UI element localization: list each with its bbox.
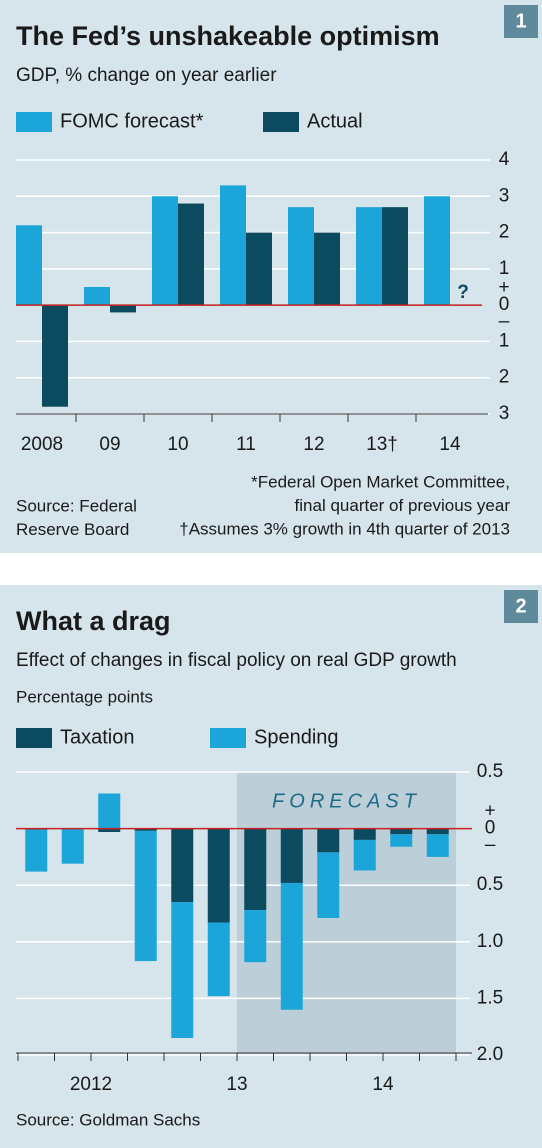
x-tick-label: 14 bbox=[439, 434, 461, 455]
legend-label: Taxation bbox=[60, 726, 135, 748]
unit-label: Percentage points bbox=[16, 687, 153, 706]
bar-segment bbox=[353, 839, 376, 871]
bar bbox=[314, 232, 340, 306]
chart-title: What a drag bbox=[16, 606, 171, 636]
bar-segment bbox=[390, 834, 413, 847]
legend-swatch bbox=[16, 112, 52, 132]
bar bbox=[382, 207, 408, 306]
legend-label: Spending bbox=[254, 726, 339, 748]
bar-segment bbox=[426, 834, 449, 857]
x-tick-label: 13† bbox=[366, 434, 398, 455]
y-tick-label: 0 bbox=[499, 294, 510, 315]
axis-sign: – bbox=[499, 311, 510, 332]
bar bbox=[16, 225, 42, 306]
bar-segment bbox=[244, 828, 267, 911]
legend-swatch bbox=[210, 728, 246, 748]
y-tick-label: 2 bbox=[499, 367, 510, 388]
legend-label: FOMC forecast* bbox=[60, 110, 204, 132]
x-tick-label: 2008 bbox=[21, 434, 63, 455]
chart-title: The Fed’s unshakeable optimism bbox=[16, 21, 440, 51]
bar-segment bbox=[426, 828, 449, 835]
bar-segment bbox=[280, 828, 303, 883]
y-tick-label: 0.5 bbox=[477, 761, 503, 782]
bar-segment bbox=[317, 828, 340, 853]
bar bbox=[84, 287, 110, 306]
footnote: final quarter of previous year bbox=[295, 496, 511, 515]
bar-segment bbox=[98, 793, 121, 829]
y-tick-label: 1 bbox=[499, 258, 510, 279]
axis-sign: + bbox=[498, 277, 509, 298]
bar bbox=[42, 305, 68, 407]
y-tick-label: 0.5 bbox=[477, 874, 503, 895]
y-tick-label: 3 bbox=[499, 185, 510, 206]
y-tick-label: 1.5 bbox=[477, 987, 503, 1008]
chart-subtitle: GDP, % change on year earlier bbox=[16, 65, 277, 86]
y-tick-label: 1 bbox=[499, 330, 510, 351]
chart-subtitle: Effect of changes in fiscal policy on re… bbox=[16, 650, 457, 671]
footnote: *Federal Open Market Committee, bbox=[251, 472, 510, 491]
x-tick-label: 10 bbox=[167, 434, 188, 455]
bar-segment bbox=[171, 828, 194, 903]
source: Source: Goldman Sachs bbox=[16, 1110, 200, 1129]
legend-swatch bbox=[263, 112, 299, 132]
y-tick-label: 1.0 bbox=[477, 931, 503, 952]
bar bbox=[178, 203, 204, 306]
bar-segment bbox=[25, 829, 48, 872]
bar bbox=[424, 196, 450, 306]
x-group-label: 2012 bbox=[70, 1074, 112, 1095]
bar bbox=[288, 207, 314, 306]
bar bbox=[110, 305, 136, 313]
y-tick-label: 4 bbox=[499, 149, 510, 170]
forecast-region bbox=[237, 772, 456, 1055]
footnote: †Assumes 3% growth in 4th quarter of 201… bbox=[179, 519, 510, 538]
y-tick-label: 2 bbox=[499, 222, 510, 243]
badge-box bbox=[504, 590, 538, 623]
x-tick-label: 09 bbox=[99, 434, 120, 455]
bar bbox=[246, 232, 272, 306]
y-tick-label: 3 bbox=[499, 403, 510, 424]
y-tick-label: 0 bbox=[485, 818, 496, 839]
bar bbox=[152, 196, 178, 306]
badge-number: 2 bbox=[515, 595, 526, 617]
x-group-label: 14 bbox=[372, 1074, 394, 1095]
axis-sign: + bbox=[484, 801, 495, 822]
missing-marker: ? bbox=[457, 282, 469, 303]
bar-segment bbox=[134, 828, 157, 831]
legend-label: Actual bbox=[307, 110, 363, 132]
source: Source: Federal bbox=[16, 496, 137, 515]
bar-segment bbox=[207, 828, 230, 923]
bar bbox=[220, 185, 246, 306]
bar-segment bbox=[390, 828, 413, 835]
forecast-label: FORECAST bbox=[272, 790, 421, 812]
axis-sign: – bbox=[485, 835, 496, 856]
source: Reserve Board bbox=[16, 520, 129, 539]
x-tick-label: 11 bbox=[236, 434, 256, 455]
bar-segment bbox=[353, 828, 376, 840]
legend-swatch bbox=[16, 728, 52, 748]
y-tick-label: 2.0 bbox=[477, 1044, 503, 1065]
bar-segment bbox=[244, 910, 267, 963]
x-group-label: 13 bbox=[226, 1074, 247, 1095]
bar-segment bbox=[317, 852, 340, 919]
bar-segment bbox=[134, 830, 157, 962]
bar-segment bbox=[207, 922, 230, 997]
badge-box bbox=[504, 5, 538, 38]
bar-segment bbox=[98, 828, 121, 832]
bar-segment bbox=[171, 902, 194, 1039]
badge-number: 1 bbox=[515, 10, 526, 32]
bar bbox=[356, 207, 382, 306]
bar-segment bbox=[61, 828, 84, 864]
bar-segment bbox=[280, 882, 303, 1010]
x-tick-label: 12 bbox=[303, 434, 324, 455]
